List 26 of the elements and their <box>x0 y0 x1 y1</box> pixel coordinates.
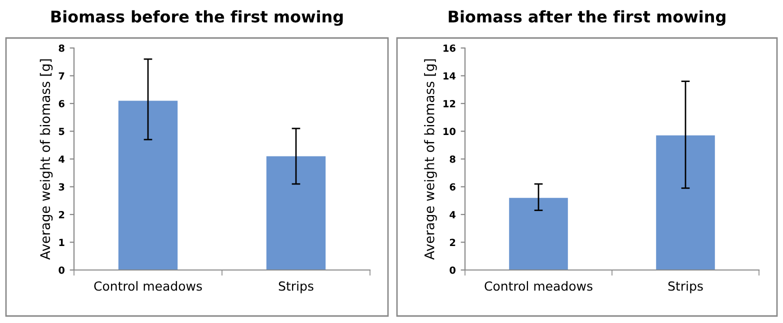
y-tick-label: 14 <box>444 72 456 80</box>
x-tick-label: Control meadows <box>484 281 592 291</box>
y-tick-label: 4 <box>58 156 65 163</box>
y-tick-label: 7 <box>58 72 64 80</box>
y-axis-title: Average weight of biomass [g] <box>40 59 53 260</box>
y-tick-label: 4 <box>450 211 456 218</box>
x-tick-label: Strips <box>278 281 314 294</box>
y-axis-title: Average weight of biomass [g] <box>424 59 437 260</box>
y-tick-label: 0 <box>58 266 65 274</box>
y-tick-label: 3 <box>58 183 64 191</box>
x-tick-label: Strips <box>668 281 703 294</box>
y-tick-label: 8 <box>450 155 456 163</box>
y-tick-label: 8 <box>58 44 64 52</box>
y-tick-label: 16 <box>444 44 456 52</box>
y-tick-label: 2 <box>450 238 456 246</box>
y-tick-label: 5 <box>58 128 64 136</box>
y-tick-label: 2 <box>58 210 64 218</box>
y-tick-label: 10 <box>444 128 456 136</box>
x-tick-label: Control meadows <box>94 281 202 291</box>
chart-title: Biomass before the first mowing <box>51 10 343 26</box>
chart-title: Biomass after the first mowing <box>448 10 726 26</box>
y-tick-label: 12 <box>444 100 456 108</box>
y-tick-label: 6 <box>58 100 64 108</box>
y-tick-label: 0 <box>450 266 456 274</box>
y-tick-label: 1 <box>59 238 64 246</box>
y-tick-label: 6 <box>450 183 456 191</box>
